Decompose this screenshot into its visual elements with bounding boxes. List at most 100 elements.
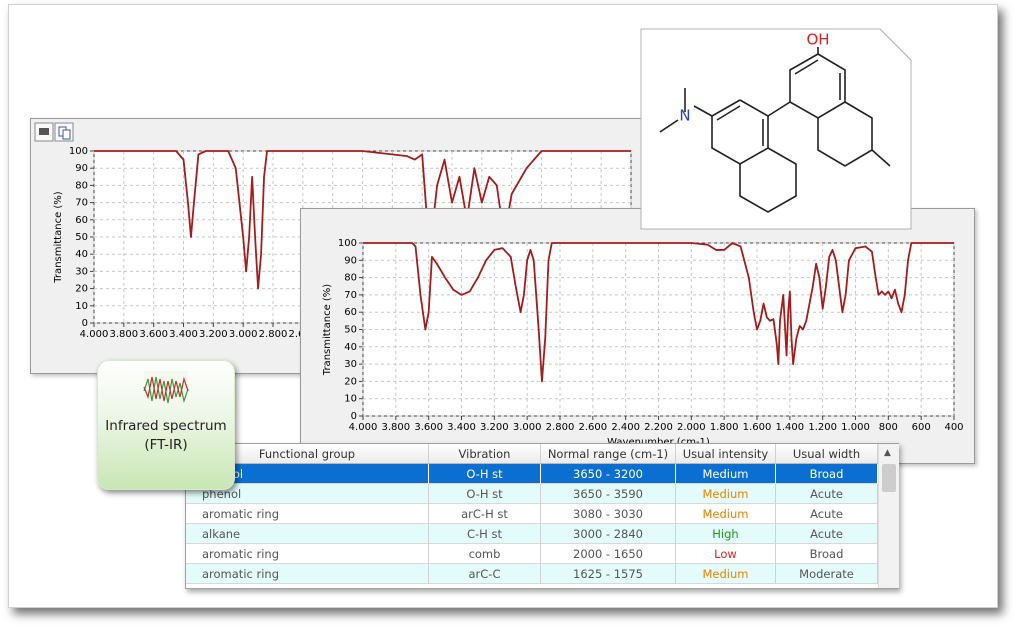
y-tick-label: 20 [75,284,88,295]
double-bond [716,105,741,121]
scrollbar[interactable]: ▲ [878,444,899,588]
x-tick-label: 600 [912,422,931,433]
table-cell: phenol [186,484,429,504]
column-header: Vibration [429,444,541,464]
scroll-thumb[interactable] [882,464,896,492]
table-cell: Broad [776,544,878,564]
y-tick-label: 70 [344,290,357,301]
atom-label: N [679,107,690,125]
copy-icon [62,129,71,140]
y-tick-label: 0 [351,411,357,422]
bond [693,105,713,117]
x-tick-label: 2.200 [644,422,673,433]
y-axis-label: Transmittance (%) [53,191,64,283]
x-tick-label: 4.000 [349,422,378,433]
functional-group-table: ▲ Functional group Vibration Normal range … [185,443,899,589]
table-cell: Acute [776,484,878,504]
y-tick-label: 60 [344,307,357,318]
column-header: Usual width [776,444,878,464]
launcher-icon [143,371,189,407]
table-cell: aromatic ring [186,544,429,564]
launcher-line: Infrared spectrum [105,418,227,434]
x-tick-label: 1.000 [841,422,870,433]
y-tick-label: 10 [75,301,88,312]
scroll-up-arrow[interactable]: ▲ [884,448,891,458]
methyl-bond [871,149,891,167]
x-tick-label: 3.800 [382,422,411,433]
y-tick-label: 40 [75,249,88,260]
y-tick-label: 10 [344,394,357,405]
x-tick-label: 1.200 [808,422,837,433]
x-tick-label: 800 [879,422,898,433]
x-tick-label: 3.200 [199,329,228,340]
x-tick-label: 2.400 [611,422,640,433]
y-tick-label: 60 [75,215,88,226]
y-tick-label: 90 [75,163,88,174]
bond [767,101,791,117]
y-tick-label: 70 [75,198,88,209]
x-tick-label: 1.800 [710,422,739,433]
molecule-structure: OH N [640,28,912,230]
y-tick-label: 50 [75,232,88,243]
table-cell: alkane [186,524,429,544]
ir-launcher[interactable]: Infrared spectrum (FT-IR) [97,360,235,490]
table-cell: Acute [776,504,878,524]
x-tick-label: 2.800 [546,422,575,433]
table-cell: 3000 - 2840 [541,524,676,544]
x-axis-label: Wavenumber (cm-1) [607,437,710,448]
table-cell[interactable]: O-H st [429,464,541,484]
spectrum-line [363,242,954,383]
x-tick-label: 3.800 [110,329,139,340]
table-cell: C-H st [429,524,541,544]
methyl-bond [659,119,679,133]
x-tick-label: 3.200 [480,422,509,433]
table-cell[interactable]: Broad [776,464,878,484]
launcher-label: Infrared spectrum (FT-IR) [98,417,234,455]
table-cell: Low [676,544,776,564]
table-cell[interactable]: Medium [676,464,776,484]
x-tick-label: 3.600 [414,422,443,433]
table-cell: 3650 - 3590 [541,484,676,504]
table-cell: High [676,524,776,544]
y-axis-label: Transmittance (%) [322,284,333,376]
y-tick-label: 80 [75,180,88,191]
y-tick-label: 100 [69,146,88,157]
atom-label: OH [806,31,829,49]
y-tick-label: 80 [344,273,357,284]
launcher-line: (FT-IR) [144,437,188,453]
molecule-panel: OH N [640,28,912,230]
table-cell: O-H st [429,484,541,504]
print-icon [39,128,49,135]
bonds [659,47,891,213]
x-tick-label: 400 [944,422,963,433]
table-cell: 1625 - 1575 [541,564,676,584]
x-tick-label: 1.600 [743,422,772,433]
x-tick-label: 4.000 [80,329,109,340]
x-tick-label: 3.000 [229,329,258,340]
spectrum-panel: 0 10 20 30 40 50 60 70 80 90 100 4.000 3.800 3.600 3.4… [300,208,975,464]
x-tick-label: 3.600 [139,329,168,340]
column-header: Normal range (cm-1) [541,444,676,464]
y-tick-label: 40 [344,342,357,353]
icon-wave [143,376,189,402]
cyclohexane-ring [817,101,873,167]
table-cell[interactable]: 3650 - 3200 [541,464,676,484]
spectrum-line [94,150,631,290]
y-tick-label: 0 [82,318,88,329]
table-cell: aromatic ring [186,504,429,524]
table-cell: Medium [676,504,776,524]
y-tick-label: 30 [75,266,88,277]
table-cell: arC-C [429,564,541,584]
double-bond [794,59,819,75]
x-tick-label: 2.000 [677,422,706,433]
table-cell: Moderate [776,564,878,584]
table-cell: aromatic ring [186,564,429,584]
x-tick-label: 3.400 [447,422,476,433]
y-tick-label: 20 [344,376,357,387]
table-cell: arC-H st [429,504,541,524]
cyclohexane-ring [739,147,797,213]
x-tick-label: 3.400 [169,329,198,340]
x-tick-label: 2.600 [579,422,608,433]
y-tick-label: 30 [344,359,357,370]
